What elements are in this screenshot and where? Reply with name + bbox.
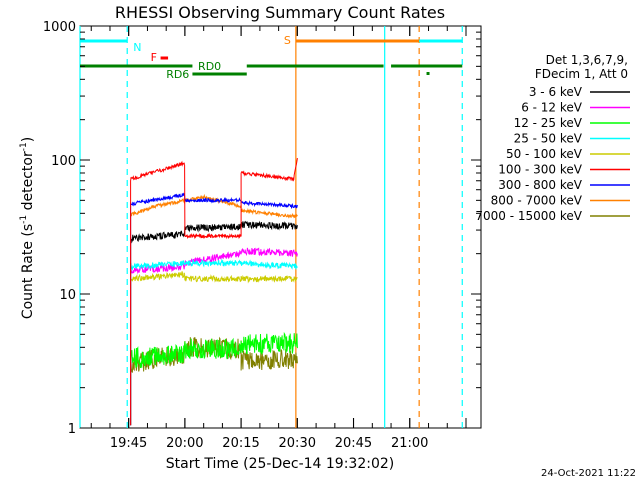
x-tick-label: 21:00 [391,436,428,451]
legend-label: 6 - 12 keV [521,101,583,115]
series-line [240,340,298,371]
legend-label: 800 - 7000 keV [491,194,583,208]
y-tick-label: 100 [51,154,76,169]
legend-label: 300 - 800 keV [498,178,582,192]
legend-label: 25 - 50 keV [514,132,583,146]
y-tick-label: 1000 [43,20,76,35]
series-line [184,164,242,240]
x-tick-label: 20:30 [279,436,316,451]
series-line [240,220,298,231]
x-tick-label: 20:00 [166,436,203,451]
y-tick-label: 1 [68,422,76,437]
legend-header: FDecim 1, Att 0 [535,67,628,81]
rd-marker-dot [426,72,430,75]
series-line [240,259,298,270]
series-line [184,223,242,233]
series-line [240,331,298,355]
series-line [130,160,186,426]
x-axis: 19:45 20:00 20:15 20:30 20:45 21:00 [90,26,467,451]
legend: Det 1,3,6,7,9,FDecim 1, Att 0 3 - 6 keV 6 … [475,53,630,223]
y-axis: 1 10 100 1000 [43,20,481,437]
y-tick-label: 10 [59,288,76,303]
series-800-7000-kev [130,193,298,426]
legend-label: 100 - 300 keV [498,163,582,177]
series-line [184,337,242,360]
series-line [240,274,298,284]
annotation-rd0: RD0 [198,60,221,73]
series-line [130,271,186,426]
series-25-50-kev [130,258,298,426]
annotation-n: N [133,41,141,54]
legend-label: 3 - 6 keV [529,85,583,99]
series-line [184,336,242,361]
series-line [184,274,242,283]
series-line [184,195,242,204]
series-12-25-kev [130,331,298,426]
series-line [240,158,298,237]
series-line [130,344,186,426]
series-line [130,262,186,426]
annotation-s: S [284,34,291,47]
series-line [240,247,298,257]
annotation-rd6: RD6 [166,68,189,81]
date-stamp: 24-Oct-2021 11:22 [541,468,636,479]
series-100-300-kev [130,158,298,426]
series-line [240,205,298,219]
series-line [130,230,186,426]
series-line [184,193,242,209]
series-line [184,258,242,268]
legend-label: 7000 - 15000 keV [475,209,582,223]
series-3-6-kev [130,220,298,426]
series-line [240,200,298,210]
series-50-100-kev [130,271,298,426]
chart-title: RHESSI Observing Summary Count Rates [115,3,445,22]
series-line [130,198,186,426]
plot-area: NF S RD0 RD6 [79,25,482,429]
annotation-f: F [151,51,157,64]
x-tick-label: 20:15 [222,436,259,451]
y-axis-label: Count Rate (s-1 detector-1) [19,137,36,319]
x-tick-label: 20:45 [335,436,372,451]
x-axis-label: Start Time (25-Dec-14 19:32:02) [166,456,394,472]
legend-header: Det 1,3,6,7,9, [546,53,628,67]
series-300-800-kev [130,192,298,426]
legend-label: 12 - 25 keV [514,116,583,130]
x-tick-label: 19:45 [110,436,147,451]
series-line [130,260,185,426]
series-line [130,192,186,426]
legend-label: 50 - 100 keV [506,147,583,161]
